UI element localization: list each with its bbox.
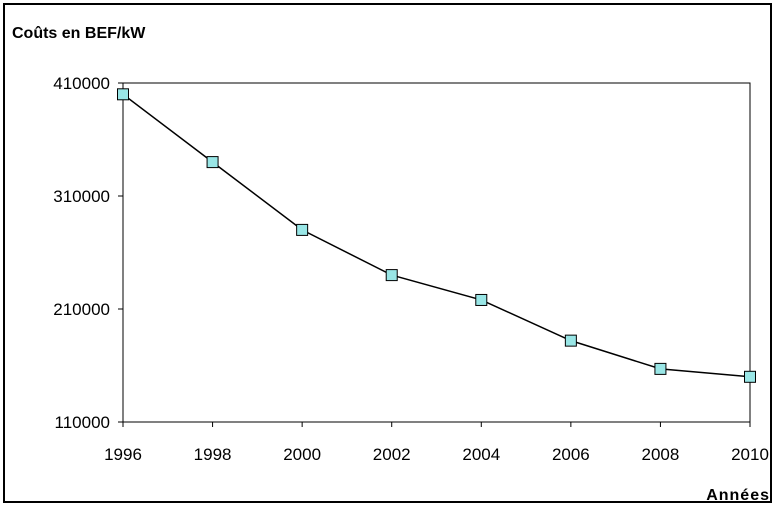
y-tick-label: 310000: [53, 187, 110, 206]
y-tick-label: 210000: [53, 300, 110, 319]
x-axis-ticks: 1996 1998 2000 2002 2004 2006 2008 2010: [104, 422, 769, 464]
x-tick-label: 2004: [462, 445, 500, 464]
x-tick-label: 2002: [373, 445, 411, 464]
data-point: [475, 293, 488, 306]
series-layer: [117, 88, 756, 383]
x-tick-label: 2010: [731, 445, 769, 464]
x-tick-label: 2006: [552, 445, 590, 464]
x-axis-label: Années: [706, 487, 770, 504]
plot-area: [122, 82, 751, 423]
data-point: [385, 269, 398, 282]
data-point: [654, 362, 667, 375]
x-tick-label: 2000: [283, 445, 321, 464]
data-point: [206, 156, 219, 169]
x-tick-label: 2008: [642, 445, 680, 464]
y-axis-label: Coûts en BEF/kW: [12, 25, 146, 42]
data-point: [296, 223, 309, 236]
y-tick-label: 410000: [53, 74, 110, 93]
y-tick-label: 110000: [55, 413, 110, 432]
data-point: [744, 370, 756, 383]
x-tick-label: 1996: [104, 445, 142, 464]
x-tick-label: 1998: [194, 445, 232, 464]
data-point: [564, 334, 577, 347]
data-point: [117, 88, 129, 101]
series-line: [122, 93, 751, 378]
y-axis-ticks: 110000 210000 310000 410000: [53, 74, 123, 432]
